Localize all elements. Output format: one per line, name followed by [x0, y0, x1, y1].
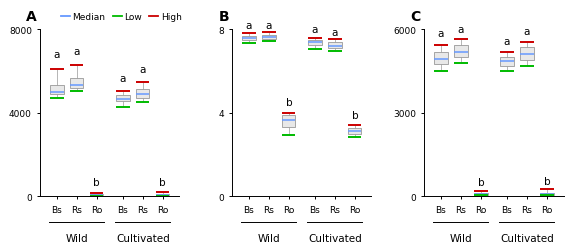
Text: Cultivated: Cultivated [500, 233, 554, 243]
Bar [540, 193, 554, 195]
Legend: Median, Low, High: Median, Low, High [60, 13, 182, 22]
Text: Cultivated: Cultivated [308, 233, 362, 243]
Text: Wild: Wild [258, 233, 280, 243]
Text: b: b [543, 176, 550, 186]
Bar [262, 36, 275, 40]
Text: b: b [94, 178, 100, 188]
Bar [454, 45, 467, 58]
Bar [348, 128, 362, 134]
Text: a: a [312, 25, 318, 35]
Text: Wild: Wild [450, 233, 472, 243]
Bar [474, 193, 488, 195]
Bar [70, 79, 83, 88]
Text: C: C [411, 10, 421, 24]
Text: a: a [266, 21, 272, 30]
Text: a: a [53, 49, 60, 59]
Text: a: a [504, 37, 510, 47]
Bar [90, 194, 104, 195]
Text: B: B [218, 10, 229, 24]
Bar [500, 58, 513, 66]
Text: a: a [120, 74, 126, 84]
Text: A: A [26, 10, 37, 24]
Bar [242, 37, 255, 41]
Bar [328, 43, 342, 49]
Text: b: b [351, 110, 358, 120]
Text: a: a [140, 64, 146, 74]
Bar [116, 96, 129, 102]
Text: a: a [438, 29, 444, 39]
Text: b: b [478, 177, 484, 187]
Text: a: a [524, 26, 530, 36]
Bar [282, 115, 296, 128]
Bar [136, 89, 150, 99]
Bar [156, 194, 170, 195]
Bar [520, 48, 534, 61]
Text: Wild: Wild [66, 233, 88, 243]
Text: a: a [458, 24, 464, 34]
Text: a: a [74, 46, 80, 56]
Text: Cultivated: Cultivated [116, 233, 170, 243]
Bar [434, 52, 447, 65]
Text: a: a [332, 28, 338, 38]
Text: b: b [159, 178, 166, 188]
Text: b: b [286, 98, 292, 108]
Text: a: a [246, 21, 252, 30]
Bar [50, 85, 63, 95]
Bar [308, 41, 321, 46]
